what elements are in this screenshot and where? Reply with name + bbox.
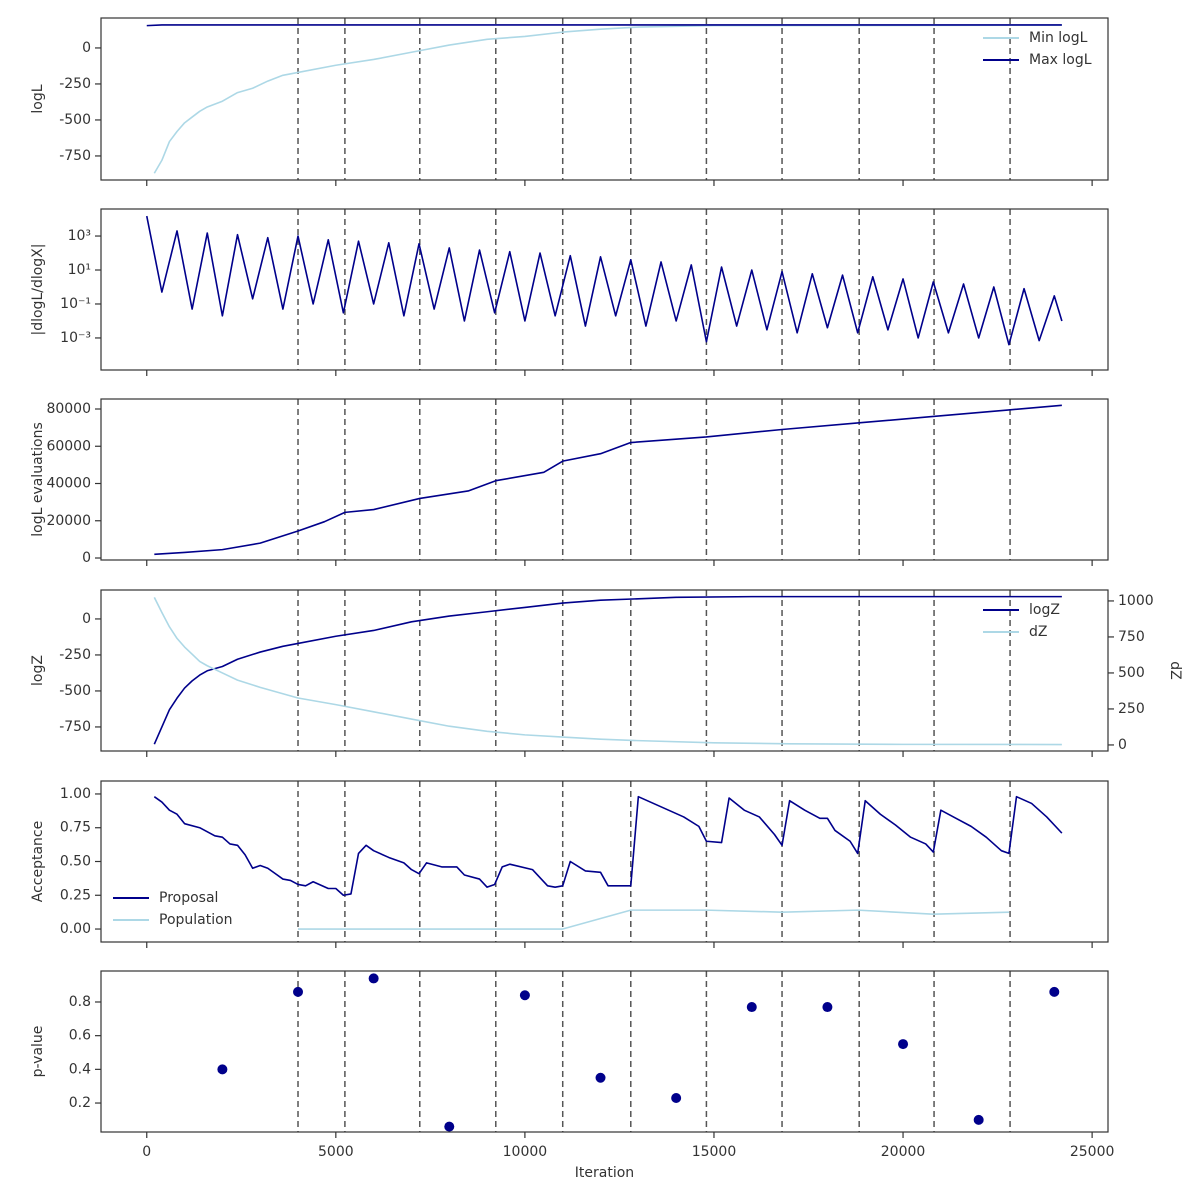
series-line bbox=[153, 595, 1062, 745]
y-tick-label: 0.6 bbox=[69, 1028, 91, 1044]
y-tick-label: 10⁻¹ bbox=[60, 296, 91, 312]
legend-label: Max logL bbox=[1029, 52, 1092, 68]
plot-frame bbox=[100, 398, 1109, 561]
plot-frame bbox=[100, 970, 1109, 1133]
point bbox=[444, 1121, 455, 1132]
point bbox=[368, 973, 379, 984]
y-tick-label: -750 bbox=[59, 148, 91, 164]
y-tick-label: -750 bbox=[59, 719, 91, 735]
y-tick-label: 20000 bbox=[46, 513, 91, 529]
y-tick-label: 0 bbox=[82, 550, 91, 566]
series-line bbox=[154, 404, 1062, 556]
point bbox=[217, 1064, 228, 1075]
plot-frame bbox=[100, 589, 1109, 752]
y-tick-label: 80000 bbox=[46, 401, 91, 417]
y-tick-label: 1.00 bbox=[60, 786, 91, 802]
point bbox=[898, 1039, 909, 1050]
y-tick-label: 10³ bbox=[68, 228, 91, 244]
y-axis-label: Acceptance bbox=[30, 821, 46, 902]
y2-axis-label: dZ bbox=[1167, 661, 1183, 679]
y2-tick-label: 500 bbox=[1118, 665, 1145, 681]
legend-label: dZ bbox=[1029, 624, 1047, 640]
legend-label: Min logL bbox=[1029, 30, 1088, 46]
y-tick-label: -500 bbox=[59, 683, 91, 699]
plot-frame bbox=[100, 17, 1109, 181]
point bbox=[746, 1002, 757, 1013]
legend-label: logZ bbox=[1029, 602, 1060, 618]
x-tick-label: 20000 bbox=[881, 1144, 926, 1160]
y-tick-label: 0 bbox=[82, 611, 91, 627]
series-line bbox=[145, 215, 1063, 346]
y-tick-label: -500 bbox=[59, 112, 91, 128]
y2-tick-label: 0 bbox=[1118, 737, 1127, 753]
plot-frame bbox=[100, 208, 1109, 371]
y-tick-label: 0.25 bbox=[60, 887, 91, 903]
y-tick-label: 0.2 bbox=[69, 1095, 91, 1111]
y-tick-label: 0.8 bbox=[69, 994, 91, 1010]
y-tick-label: 0.4 bbox=[69, 1061, 91, 1077]
plot-frame bbox=[100, 780, 1109, 943]
x-tick-label: 15000 bbox=[692, 1144, 737, 1160]
x-axis-label: Iteration bbox=[575, 1165, 634, 1181]
y-tick-label: 40000 bbox=[46, 476, 91, 492]
y2-tick-label: 750 bbox=[1118, 629, 1145, 645]
point bbox=[595, 1072, 606, 1083]
x-tick-label: 25000 bbox=[1070, 1144, 1115, 1160]
legend-label: Proposal bbox=[159, 890, 218, 906]
y2-tick-label: 250 bbox=[1118, 701, 1145, 717]
point bbox=[973, 1114, 984, 1125]
x-tick-label: 10000 bbox=[503, 1144, 548, 1160]
point bbox=[293, 986, 304, 997]
point bbox=[519, 990, 530, 1001]
x-tick-label: 5000 bbox=[318, 1144, 354, 1160]
y-tick-label: 0 bbox=[82, 40, 91, 56]
series-line bbox=[153, 24, 1062, 174]
series-line bbox=[298, 909, 1009, 930]
y-axis-label: p-value bbox=[30, 1026, 46, 1078]
y-tick-label: 10⁻³ bbox=[60, 330, 91, 346]
series-line bbox=[153, 596, 1062, 746]
y-tick-label: -250 bbox=[59, 647, 91, 663]
y-tick-label: 60000 bbox=[46, 438, 91, 454]
point bbox=[1049, 986, 1060, 997]
y-tick-label: -250 bbox=[59, 76, 91, 92]
y-axis-label: |dlogL/dlogX| bbox=[30, 244, 46, 336]
series-line bbox=[146, 24, 1062, 27]
y-tick-label: 0.00 bbox=[60, 921, 91, 937]
point bbox=[822, 1002, 833, 1013]
legend-label: Population bbox=[159, 912, 233, 928]
y2-tick-label: 1000 bbox=[1118, 593, 1154, 609]
point bbox=[671, 1092, 682, 1103]
y-tick-label: 0.75 bbox=[60, 820, 91, 836]
y-axis-label: logZ bbox=[30, 655, 46, 686]
y-axis-label: logL evaluations bbox=[30, 422, 46, 537]
y-tick-label: 10¹ bbox=[68, 262, 91, 278]
series-line bbox=[153, 795, 1063, 897]
y-axis-label: logL bbox=[30, 84, 46, 113]
x-tick-label: 0 bbox=[142, 1144, 151, 1160]
y-tick-label: 0.50 bbox=[60, 854, 91, 870]
